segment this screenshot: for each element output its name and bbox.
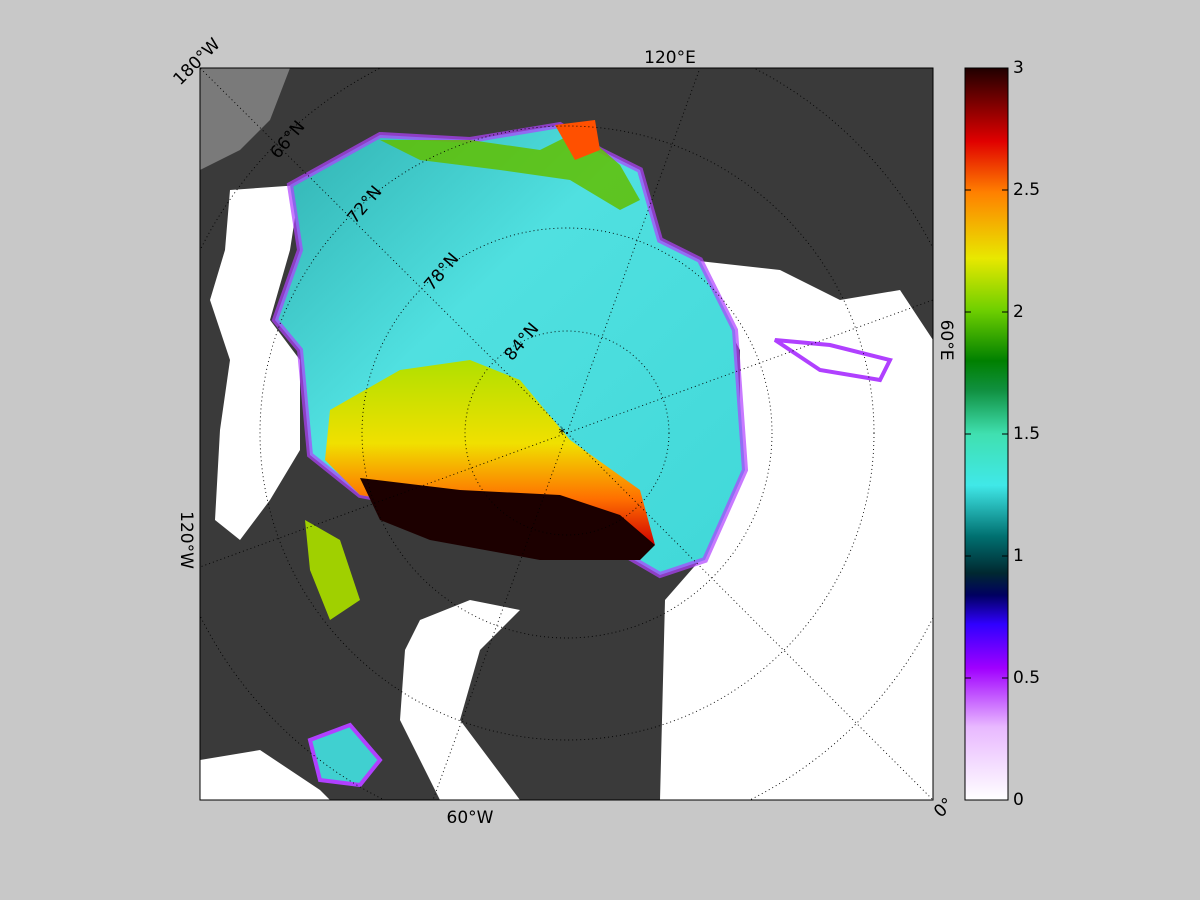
graticule <box>200 68 933 800</box>
sea-ice-bay <box>307 722 383 788</box>
longitude-label: 120°W <box>176 511 196 569</box>
longitude-label: 60°E <box>936 320 956 361</box>
sea-ice-channel <box>305 520 360 620</box>
colorbar <box>964 67 1009 801</box>
meridian <box>566 299 933 434</box>
colorbar-axis: 0 0.5 1 1.5 2 2.5 3 <box>965 58 1040 810</box>
sea-ice-thickest <box>360 478 655 560</box>
sea-ice-thick <box>555 120 600 160</box>
latitude-circle <box>361 227 773 639</box>
colorbar-tick-label: 2 <box>1013 302 1024 322</box>
colorbar-tick-label: 3 <box>1013 58 1024 78</box>
meridian <box>566 68 701 434</box>
colorbar-tick-label: 0 <box>1013 790 1024 810</box>
colorbar-tick-label: 1 <box>1013 546 1024 566</box>
pole-marker: * <box>559 426 566 442</box>
map: * <box>200 68 933 800</box>
sea <box>773 338 893 383</box>
ocean <box>200 750 330 800</box>
colorbar-tick-label: 1.5 <box>1013 424 1040 444</box>
ocean <box>210 185 300 540</box>
land-shade <box>200 68 290 170</box>
ocean <box>660 260 933 800</box>
longitude-label: 60°W <box>447 808 494 828</box>
ocean <box>400 600 520 800</box>
map-frame <box>199 67 934 801</box>
colorbar-tick-label: 2.5 <box>1013 180 1040 200</box>
colorbar-tick-label: 0.5 <box>1013 668 1040 688</box>
latitude-circle <box>259 125 875 741</box>
longitude-label: 0° <box>930 794 958 822</box>
longitude-label: 120°E <box>644 48 696 68</box>
latitude-circle <box>464 330 670 536</box>
